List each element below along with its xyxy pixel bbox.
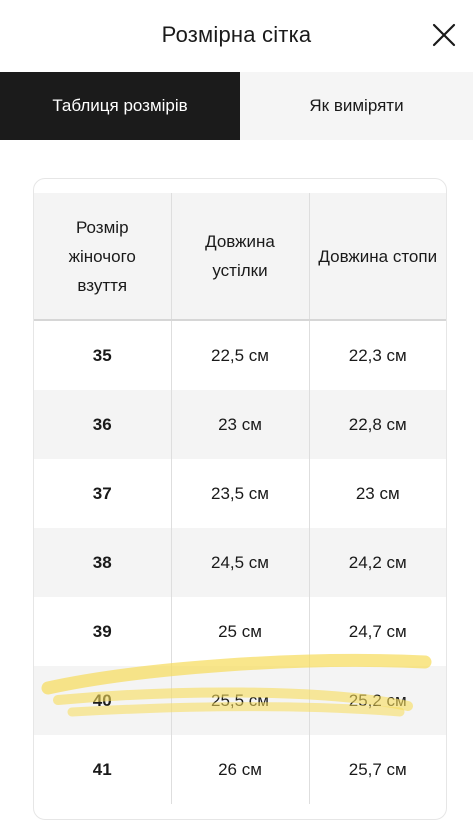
table-row: 39 25 см 24,7 см [34,597,446,666]
cell-insole: 25,5 см [171,666,310,735]
header-shoe-size: Розмір жіночого взуття [34,193,172,321]
table-row: 37 23,5 см 23 см [34,459,446,528]
tab-size-table[interactable]: Таблиця розмірів [0,72,240,140]
size-table-card: Розмір жіночого взуття Довжина устілки Д… [33,178,447,820]
modal-header: Розмірна сітка [0,0,473,72]
table-row: 35 22,5 см 22,3 см [34,320,446,390]
close-icon[interactable] [429,20,459,50]
tab-how-to-measure[interactable]: Як виміряти [240,72,473,140]
cell-size: 39 [34,597,172,666]
cell-foot: 25,2 см [309,666,446,735]
cell-insole: 26 см [171,735,310,804]
cell-insole: 24,5 см [171,528,310,597]
cell-insole: 23 см [171,390,310,459]
cell-size: 37 [34,459,172,528]
table-row: 38 24,5 см 24,2 см [34,528,446,597]
size-table: Розмір жіночого взуття Довжина устілки Д… [34,193,446,804]
cell-foot: 22,3 см [309,320,446,390]
close-button[interactable] [429,20,459,50]
cell-size: 40 [34,666,172,735]
tab-content: Розмір жіночого взуття Довжина устілки Д… [0,140,473,820]
table-row: 40 25,5 см 25,2 см [34,666,446,735]
cell-size: 41 [34,735,172,804]
cell-size: 35 [34,320,172,390]
cell-size: 38 [34,528,172,597]
cell-foot: 22,8 см [309,390,446,459]
table-row: 36 23 см 22,8 см [34,390,446,459]
cell-foot: 25,7 см [309,735,446,804]
cell-foot: 24,2 см [309,528,446,597]
cell-insole: 23,5 см [171,459,310,528]
table-row: 41 26 см 25,7 см [34,735,446,804]
cell-foot: 23 см [309,459,446,528]
cell-foot: 24,7 см [309,597,446,666]
page-title: Розмірна сітка [161,22,312,47]
header-insole-length: Довжина устілки [171,193,310,321]
cell-size: 36 [34,390,172,459]
header-foot-length: Довжина стопи [309,193,446,321]
cell-insole: 22,5 см [171,320,310,390]
table-header-row: Розмір жіночого взуття Довжина устілки Д… [34,193,446,321]
tab-bar: Таблиця розмірів Як виміряти [0,72,473,140]
cell-insole: 25 см [171,597,310,666]
